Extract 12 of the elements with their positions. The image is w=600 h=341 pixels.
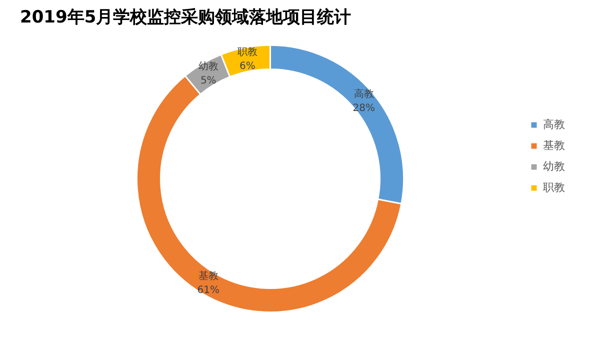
chart-title: 2019年5月学校监控采购领域落地项目统计 bbox=[20, 8, 352, 28]
legend-label: 基教 bbox=[543, 138, 565, 152]
data-label: 5% bbox=[200, 76, 216, 87]
slice-label: 基教 bbox=[198, 270, 218, 282]
slice-label: 幼教 bbox=[198, 60, 218, 73]
legend-label: 高教 bbox=[543, 118, 565, 131]
data-label: 61% bbox=[197, 284, 220, 296]
legend-label: 幼教 bbox=[543, 160, 565, 173]
legend-label: 职教 bbox=[543, 180, 565, 194]
slice-label: 职教 bbox=[237, 46, 258, 58]
data-label: 6% bbox=[240, 60, 256, 72]
slice-label: 高教 bbox=[354, 88, 374, 100]
